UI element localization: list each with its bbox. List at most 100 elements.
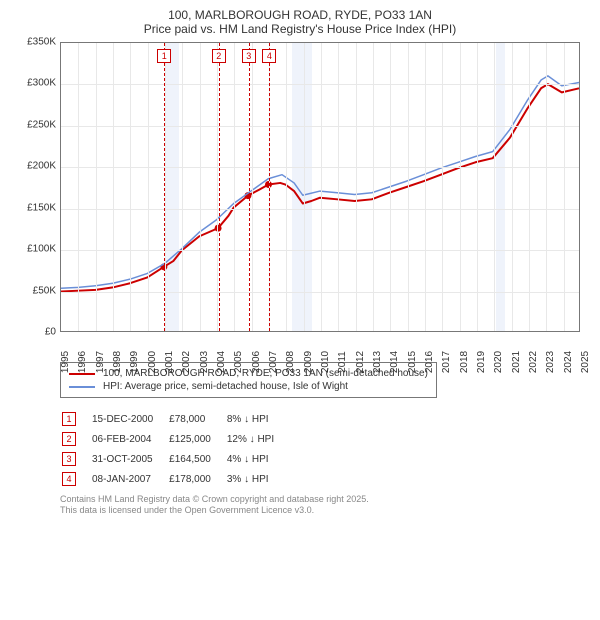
- gridline-v: [113, 43, 114, 331]
- event-row: 2 06-FEB-2004£125,00012% ↓ HPI: [62, 430, 288, 448]
- gridline-h: [61, 209, 579, 210]
- x-tick-label: 2024: [563, 351, 574, 373]
- event-delta: 8% ↓ HPI: [227, 410, 288, 428]
- series-line-hpi: [61, 76, 579, 288]
- gridline-v: [477, 43, 478, 331]
- gridline-v: [356, 43, 357, 331]
- x-tick-label: 2002: [181, 351, 192, 373]
- x-tick-label: 2021: [511, 351, 522, 373]
- event-marker-box: 4: [262, 49, 276, 63]
- gridline-v: [512, 43, 513, 331]
- y-tick-label: £50K: [33, 285, 56, 296]
- plot-area: 1234: [60, 42, 580, 332]
- event-number-box: 4: [62, 472, 76, 486]
- series-line-price_paid: [61, 84, 579, 291]
- gridline-v: [494, 43, 495, 331]
- event-row: 115-DEC-2000£78,0008% ↓ HPI: [62, 410, 288, 428]
- footer: Contains HM Land Registry data © Crown c…: [60, 494, 588, 517]
- gridline-h: [61, 84, 579, 85]
- event-date: 31-OCT-2005: [92, 450, 167, 468]
- footer-line-1: Contains HM Land Registry data © Crown c…: [60, 494, 588, 505]
- x-tick-label: 2022: [528, 351, 539, 373]
- event-line: [219, 43, 220, 331]
- x-tick-label: 2010: [320, 351, 331, 373]
- event-price: £125,000: [169, 430, 225, 448]
- gridline-v: [338, 43, 339, 331]
- y-tick-label: £250K: [27, 119, 56, 130]
- gridline-v: [460, 43, 461, 331]
- event-date: 06-FEB-2004: [92, 430, 167, 448]
- legend-row: HPI: Average price, semi-detached house,…: [69, 380, 428, 393]
- y-tick-label: £200K: [27, 161, 56, 172]
- event-row: 4 08-JAN-2007£178,0003% ↓ HPI: [62, 470, 288, 488]
- x-tick-label: 2016: [424, 351, 435, 373]
- chart-area: £0£50K£100K£150K£200K£250K£300K£350K 123…: [20, 42, 580, 352]
- x-tick-label: 2011: [337, 351, 348, 373]
- event-price: £78,000: [169, 410, 225, 428]
- event-delta: 3% ↓ HPI: [227, 470, 288, 488]
- x-tick-label: 2020: [493, 351, 504, 373]
- x-tick-label: 1999: [129, 351, 140, 373]
- gridline-v: [286, 43, 287, 331]
- x-tick-label: 2004: [216, 351, 227, 373]
- gridline-v: [96, 43, 97, 331]
- legend-label: HPI: Average price, semi-detached house,…: [103, 381, 348, 392]
- gridline-h: [61, 167, 579, 168]
- x-tick-label: 2005: [233, 351, 244, 373]
- x-tick-label: 2009: [303, 351, 314, 373]
- gridline-v: [529, 43, 530, 331]
- x-tick-label: 2014: [389, 351, 400, 373]
- footer-line-2: This data is licensed under the Open Gov…: [60, 505, 588, 516]
- y-tick-label: £300K: [27, 78, 56, 89]
- event-number-box: 2: [62, 432, 76, 446]
- event-line: [269, 43, 270, 331]
- gridline-v: [373, 43, 374, 331]
- x-axis: 1995199619971998199920002001200220032004…: [60, 334, 580, 364]
- event-delta: 12% ↓ HPI: [227, 430, 288, 448]
- gridline-v: [130, 43, 131, 331]
- gridline-v: [234, 43, 235, 331]
- chart-svg: [61, 43, 579, 331]
- event-row: 3 31-OCT-2005£164,5004% ↓ HPI: [62, 450, 288, 468]
- y-tick-label: £0: [45, 327, 56, 338]
- chart-title: 100, MARLBOROUGH ROAD, RYDE, PO33 1AN: [12, 8, 588, 22]
- chart-subtitle: Price paid vs. HM Land Registry's House …: [12, 22, 588, 36]
- gridline-v: [390, 43, 391, 331]
- x-tick-label: 2023: [545, 351, 556, 373]
- gridline-h: [61, 292, 579, 293]
- event-date: 08-JAN-2007: [92, 470, 167, 488]
- x-tick-label: 2013: [372, 351, 383, 373]
- y-tick-label: £350K: [27, 37, 56, 48]
- x-tick-label: 1996: [77, 351, 88, 373]
- legend-swatch: [69, 386, 95, 388]
- gridline-v: [304, 43, 305, 331]
- gridline-v: [425, 43, 426, 331]
- chart-container: 100, MARLBOROUGH ROAD, RYDE, PO33 1AN Pr…: [0, 0, 600, 521]
- gridline-v: [546, 43, 547, 331]
- x-tick-label: 1997: [95, 351, 106, 373]
- event-marker-box: 3: [242, 49, 256, 63]
- event-line: [249, 43, 250, 331]
- event-number-box: 3: [62, 452, 76, 466]
- gridline-v: [564, 43, 565, 331]
- event-date: 15-DEC-2000: [92, 410, 167, 428]
- event-price: £164,500: [169, 450, 225, 468]
- event-marker-box: 2: [212, 49, 226, 63]
- gridline-v: [252, 43, 253, 331]
- event-line: [164, 43, 165, 331]
- gridline-h: [61, 126, 579, 127]
- events-table: 115-DEC-2000£78,0008% ↓ HPI206-FEB-2004£…: [60, 408, 290, 490]
- event-delta: 4% ↓ HPI: [227, 450, 288, 468]
- x-tick-label: 2019: [476, 351, 487, 373]
- gridline-v: [78, 43, 79, 331]
- x-tick-label: 2017: [441, 351, 452, 373]
- event-price: £178,000: [169, 470, 225, 488]
- gridline-v: [408, 43, 409, 331]
- y-tick-label: £150K: [27, 202, 56, 213]
- y-axis: £0£50K£100K£150K£200K£250K£300K£350K: [20, 42, 60, 332]
- gridline-h: [61, 250, 579, 251]
- x-tick-label: 2018: [459, 351, 470, 373]
- x-tick-label: 2012: [355, 351, 366, 373]
- x-tick-label: 2015: [407, 351, 418, 373]
- x-tick-label: 1998: [112, 351, 123, 373]
